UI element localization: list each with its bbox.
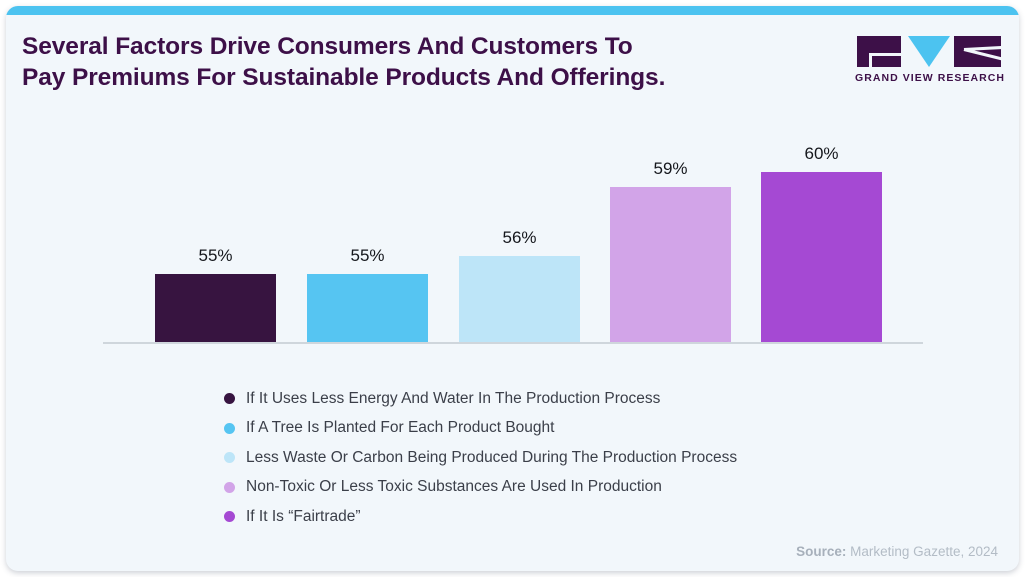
legend-item[interactable]: Less Waste Or Carbon Being Produced Duri… [224, 443, 924, 473]
legend-item[interactable]: Non-Toxic Or Less Toxic Substances Are U… [224, 473, 924, 503]
bar[interactable] [610, 187, 731, 342]
source-text: Marketing Gazette, 2024 [846, 544, 998, 559]
legend-item-label: If It Uses Less Energy And Water In The … [246, 389, 661, 407]
bar[interactable] [761, 172, 882, 342]
legend-item[interactable]: If It Uses Less Energy And Water In The … [224, 384, 924, 414]
logo-letter-r-icon [954, 36, 1001, 67]
bar[interactable] [307, 274, 428, 342]
bar-value-label: 60% [804, 144, 839, 163]
axis-baseline [103, 342, 923, 344]
logo-letter-g-icon [857, 36, 901, 67]
bar[interactable] [155, 274, 276, 342]
bar-chart-plot-area: 55% 55% 56% 59% 60% [6, 103, 1019, 353]
bar[interactable] [459, 256, 580, 342]
legend-item-label: Non-Toxic Or Less Toxic Substances Are U… [246, 478, 662, 496]
bar-value-label: 55% [350, 246, 385, 265]
legend-item-label: Less Waste Or Carbon Being Produced Duri… [246, 448, 738, 466]
infographic-card: Several Factors Drive Consumers And Cust… [6, 6, 1019, 571]
legend-swatch-icon [224, 511, 235, 523]
legend-item-label: If It Is “Fairtrade” [246, 507, 361, 525]
source-label: Source: [796, 544, 847, 559]
logo-mark-icon [853, 36, 1005, 67]
source-attribution: Source: Marketing Gazette, 2024 [796, 544, 998, 559]
logo-letter-v-icon [908, 36, 950, 67]
bar-value-label: 55% [198, 246, 233, 265]
legend-item[interactable]: If A Tree Is Planted For Each Product Bo… [224, 414, 924, 444]
top-accent-bar [6, 6, 1019, 15]
legend-swatch-icon [224, 393, 235, 405]
chart-legend: If It Uses Less Energy And Water In The … [224, 384, 924, 532]
bar-value-label: 59% [653, 159, 688, 178]
legend-item[interactable]: If It Is “Fairtrade” [224, 502, 924, 532]
page-title-line-2: Pay Premiums For Sustainable Products An… [22, 64, 666, 91]
header: Several Factors Drive Consumers And Cust… [6, 15, 1019, 103]
legend-item-label: If A Tree Is Planted For Each Product Bo… [246, 419, 555, 437]
legend-swatch-icon [224, 481, 235, 493]
page-title-line-1: Several Factors Drive Consumers And Cust… [22, 33, 633, 60]
grand-view-research-logo: GRAND VIEW RESEARCH [853, 36, 1005, 92]
logo-wordmark: GRAND VIEW RESEARCH [855, 72, 1006, 84]
legend-swatch-icon [224, 422, 235, 434]
page-title: Several Factors Drive Consumers And Cust… [22, 31, 782, 93]
legend-swatch-icon [224, 452, 235, 464]
bar-value-label: 56% [502, 228, 537, 247]
